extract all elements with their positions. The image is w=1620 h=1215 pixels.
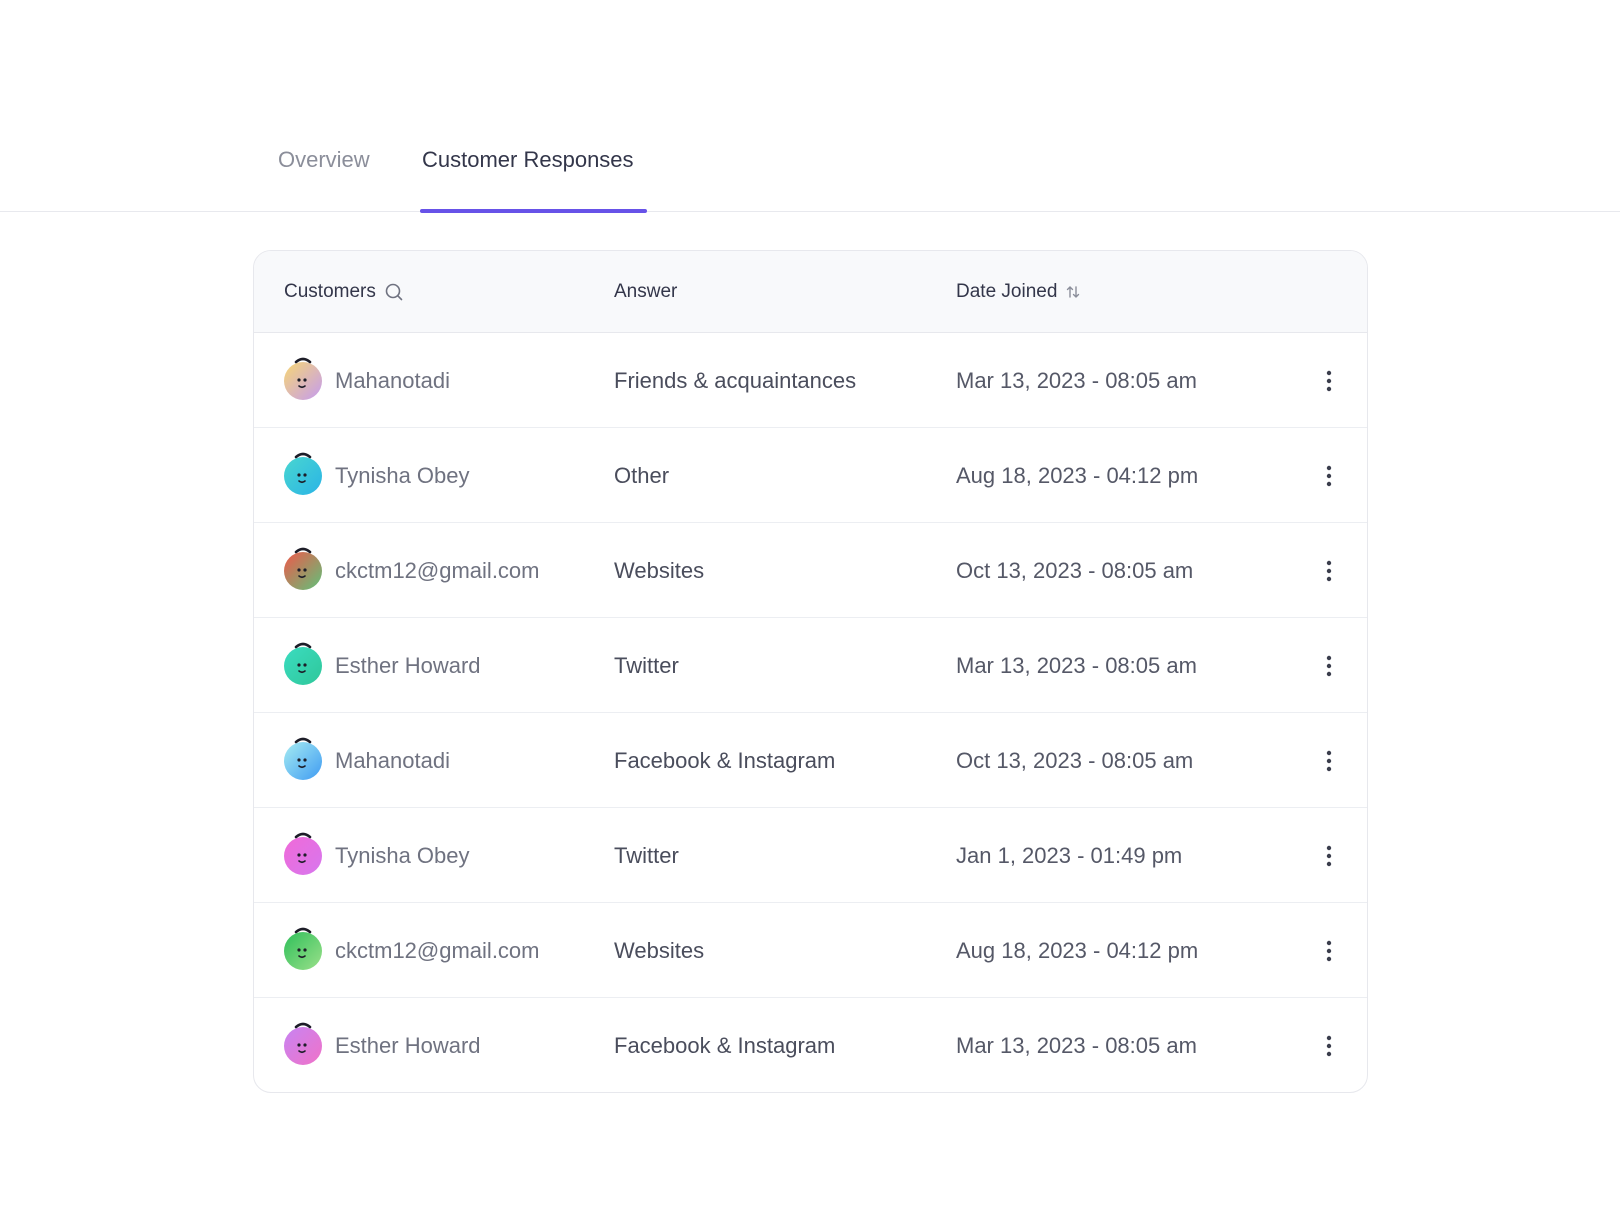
- more-vertical-icon[interactable]: [1314, 523, 1344, 618]
- search-icon[interactable]: [384, 282, 404, 302]
- customer-cell: Tynisha Obey: [284, 428, 470, 523]
- more-vertical-icon[interactable]: [1314, 903, 1344, 998]
- date-joined-cell: Mar 13, 2023 - 08:05 am: [956, 1032, 1197, 1058]
- date-joined-cell: Aug 18, 2023 - 04:12 pm: [956, 462, 1199, 488]
- answer-cell: Facebook & Instagram: [614, 747, 836, 773]
- table-header: Customers Answer Date Joined: [254, 251, 1367, 333]
- table-row: ckctm12@gmail.com Websites Oct 13, 2023 …: [254, 523, 1367, 618]
- column-header-customers-label: Customers: [284, 281, 376, 302]
- customer-name: Tynisha Obey: [335, 462, 470, 488]
- customer-name: Tynisha Obey: [335, 842, 470, 868]
- avatar: [284, 547, 322, 590]
- avatar: [284, 357, 322, 400]
- tab-overview[interactable]: Overview: [278, 147, 370, 172]
- more-vertical-icon[interactable]: [1314, 998, 1344, 1092]
- customer-name: ckctm12@gmail.com: [335, 557, 540, 583]
- customer-cell: Esther Howard: [284, 998, 481, 1092]
- table-row: Esther Howard Twitter Mar 13, 2023 - 08:…: [254, 618, 1367, 713]
- customer-name: Mahanotadi: [335, 747, 450, 773]
- date-joined-cell: Oct 13, 2023 - 08:05 am: [956, 557, 1194, 583]
- customer-cell: Tynisha Obey: [284, 808, 470, 903]
- table-row: Tynisha Obey Other Aug 18, 2023 - 04:12 …: [254, 428, 1367, 523]
- table-row: Esther Howard Facebook & Instagram Mar 1…: [254, 998, 1367, 1092]
- more-vertical-icon[interactable]: [1314, 428, 1344, 523]
- date-joined-cell: Mar 13, 2023 - 08:05 am: [956, 652, 1197, 678]
- date-joined-cell: Mar 13, 2023 - 08:05 am: [956, 367, 1197, 393]
- avatar: [284, 642, 322, 685]
- avatar: [284, 832, 322, 875]
- avatar: [284, 1022, 322, 1065]
- answer-cell: Websites: [614, 557, 705, 583]
- avatar: [284, 452, 322, 495]
- customer-name: Mahanotadi: [335, 367, 450, 393]
- customer-cell: Mahanotadi: [284, 333, 450, 428]
- table-row: Tynisha Obey Twitter Jan 1, 2023 - 01:49…: [254, 808, 1367, 903]
- date-joined-cell: Oct 13, 2023 - 08:05 am: [956, 747, 1194, 773]
- more-vertical-icon[interactable]: [1314, 618, 1344, 713]
- column-header-date-joined-label: Date Joined: [956, 281, 1058, 302]
- more-vertical-icon[interactable]: [1314, 713, 1344, 808]
- active-tab-indicator: [420, 209, 647, 213]
- table-body: Mahanotadi Friends & acquaintances Mar 1…: [254, 333, 1367, 1092]
- customer-name: ckctm12@gmail.com: [335, 937, 540, 963]
- customer-cell: Esther Howard: [284, 618, 481, 713]
- column-header-date-joined[interactable]: Date Joined: [956, 251, 1081, 333]
- more-vertical-icon[interactable]: [1314, 808, 1344, 903]
- sort-icon[interactable]: [1065, 284, 1081, 300]
- column-header-answer: Answer: [614, 251, 677, 333]
- customer-cell: ckctm12@gmail.com: [284, 523, 540, 618]
- customer-name: Esther Howard: [335, 1032, 481, 1058]
- answer-cell: Friends & acquaintances: [614, 367, 857, 393]
- customer-cell: ckctm12@gmail.com: [284, 903, 540, 998]
- answer-cell: Twitter: [614, 652, 679, 678]
- customer-cell: Mahanotadi: [284, 713, 450, 808]
- tab-customer-responses[interactable]: Customer Responses: [422, 147, 634, 172]
- column-header-answer-label: Answer: [614, 281, 678, 302]
- answer-cell: Websites: [614, 937, 705, 963]
- date-joined-cell: Aug 18, 2023 - 04:12 pm: [956, 937, 1199, 963]
- more-vertical-icon[interactable]: [1314, 333, 1344, 428]
- answer-cell: Other: [614, 462, 670, 488]
- table-row: Mahanotadi Facebook & Instagram Oct 13, …: [254, 713, 1367, 808]
- customer-name: Esther Howard: [335, 652, 481, 678]
- column-header-customers: Customers: [284, 251, 404, 333]
- table-row: ckctm12@gmail.com Websites Aug 18, 2023 …: [254, 903, 1367, 998]
- date-joined-cell: Jan 1, 2023 - 01:49 pm: [956, 842, 1183, 868]
- avatar: [284, 927, 322, 970]
- answer-cell: Facebook & Instagram: [614, 1032, 836, 1058]
- answer-cell: Twitter: [614, 842, 679, 868]
- table-row: Mahanotadi Friends & acquaintances Mar 1…: [254, 333, 1367, 428]
- customer-responses-table: Customers Answer Date Joined: [253, 250, 1368, 1093]
- avatar: [284, 737, 322, 780]
- tab-bar: Overview Customer Responses: [0, 0, 1620, 213]
